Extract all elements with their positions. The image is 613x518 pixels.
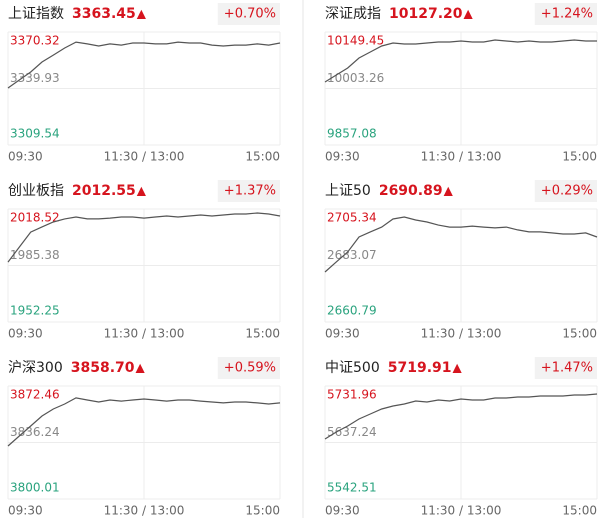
y-tick-label: 2660.79 bbox=[327, 304, 377, 318]
y-tick-label: 1952.25 bbox=[10, 304, 60, 318]
y-tick-label: 1985.38 bbox=[10, 248, 60, 262]
x-tick-label: 15:00 bbox=[245, 504, 280, 518]
y-tick-label: 10149.45 bbox=[327, 34, 384, 48]
y-tick-label: 3309.54 bbox=[10, 127, 60, 141]
price-line bbox=[324, 393, 598, 440]
x-tick-label: 11:30 / 13:00 bbox=[104, 150, 185, 164]
change-percent: +1.24% bbox=[541, 7, 593, 22]
change-badge bbox=[534, 3, 597, 25]
change-percent: +0.29% bbox=[541, 184, 593, 199]
y-tick-label: 5637.24 bbox=[327, 425, 377, 439]
x-tick-label: 11:30 / 13:00 bbox=[421, 150, 502, 164]
x-tick-label: 11:30 / 13:00 bbox=[421, 327, 502, 341]
x-tick-label: 09:30 bbox=[325, 327, 360, 341]
x-tick-label: 09:30 bbox=[8, 504, 43, 518]
x-tick-label: 11:30 / 13:00 bbox=[104, 504, 185, 518]
index-price: 5719.91 bbox=[388, 360, 452, 376]
y-tick-label: 5542.51 bbox=[327, 481, 377, 495]
y-tick-label: 3836.24 bbox=[10, 425, 60, 439]
change-percent: +0.59% bbox=[224, 361, 276, 376]
up-arrow: ▲ bbox=[453, 361, 463, 375]
index-price: 10127.20 bbox=[389, 6, 463, 22]
y-tick-label: 3800.01 bbox=[10, 481, 60, 495]
change-badge bbox=[217, 357, 280, 379]
index-price: 2012.55 bbox=[72, 183, 136, 199]
y-tick-label: 2018.52 bbox=[10, 211, 60, 225]
y-tick-label: 9857.08 bbox=[327, 127, 377, 141]
x-tick-label: 09:30 bbox=[325, 504, 360, 518]
x-tick-label: 11:30 / 13:00 bbox=[104, 327, 185, 341]
price-line bbox=[324, 39, 597, 83]
change-percent: +1.47% bbox=[541, 361, 593, 376]
price-line bbox=[7, 212, 281, 263]
x-tick-label: 09:30 bbox=[8, 150, 43, 164]
up-arrow: ▲ bbox=[137, 7, 147, 21]
index-name: 上证指数 bbox=[8, 6, 64, 22]
up-arrow: ▲ bbox=[444, 184, 454, 198]
x-tick-label: 09:30 bbox=[8, 327, 43, 341]
x-tick-label: 09:30 bbox=[325, 150, 360, 164]
y-tick-label: 2705.34 bbox=[327, 211, 377, 225]
y-tick-label: 3339.93 bbox=[10, 71, 60, 85]
price-line bbox=[324, 216, 598, 273]
x-tick-label: 15:00 bbox=[562, 504, 597, 518]
change-percent: +1.37% bbox=[224, 184, 276, 199]
x-tick-label: 15:00 bbox=[245, 327, 280, 341]
index-name: 创业板指 bbox=[8, 183, 64, 199]
price-line bbox=[7, 397, 281, 447]
y-tick-label: 10003.26 bbox=[327, 71, 384, 85]
index-name: 深证成指 bbox=[325, 6, 381, 22]
index-price: 3363.45 bbox=[72, 6, 136, 22]
y-tick-label: 5731.96 bbox=[327, 388, 377, 402]
up-arrow: ▲ bbox=[137, 184, 147, 198]
x-tick-label: 11:30 / 13:00 bbox=[421, 504, 502, 518]
y-tick-label: 3370.32 bbox=[10, 34, 60, 48]
index-price: 3858.70 bbox=[71, 360, 135, 376]
y-tick-label: 3872.46 bbox=[10, 388, 60, 402]
index-name: 中证500 bbox=[325, 360, 380, 376]
x-tick-label: 15:00 bbox=[562, 150, 597, 164]
x-tick-label: 15:00 bbox=[562, 327, 597, 341]
x-tick-label: 15:00 bbox=[245, 150, 280, 164]
up-arrow: ▲ bbox=[136, 361, 146, 375]
change-badge bbox=[217, 3, 280, 25]
index-price: 2690.89 bbox=[379, 183, 443, 199]
change-percent: +0.70% bbox=[224, 7, 276, 22]
price-line bbox=[7, 41, 281, 89]
change-badge bbox=[534, 180, 597, 202]
up-arrow: ▲ bbox=[464, 7, 474, 21]
index-name: 上证50 bbox=[325, 183, 371, 199]
y-tick-label: 2683.07 bbox=[327, 248, 377, 262]
change-badge bbox=[534, 357, 597, 379]
change-badge bbox=[217, 180, 280, 202]
index-name: 沪深300 bbox=[8, 360, 63, 376]
